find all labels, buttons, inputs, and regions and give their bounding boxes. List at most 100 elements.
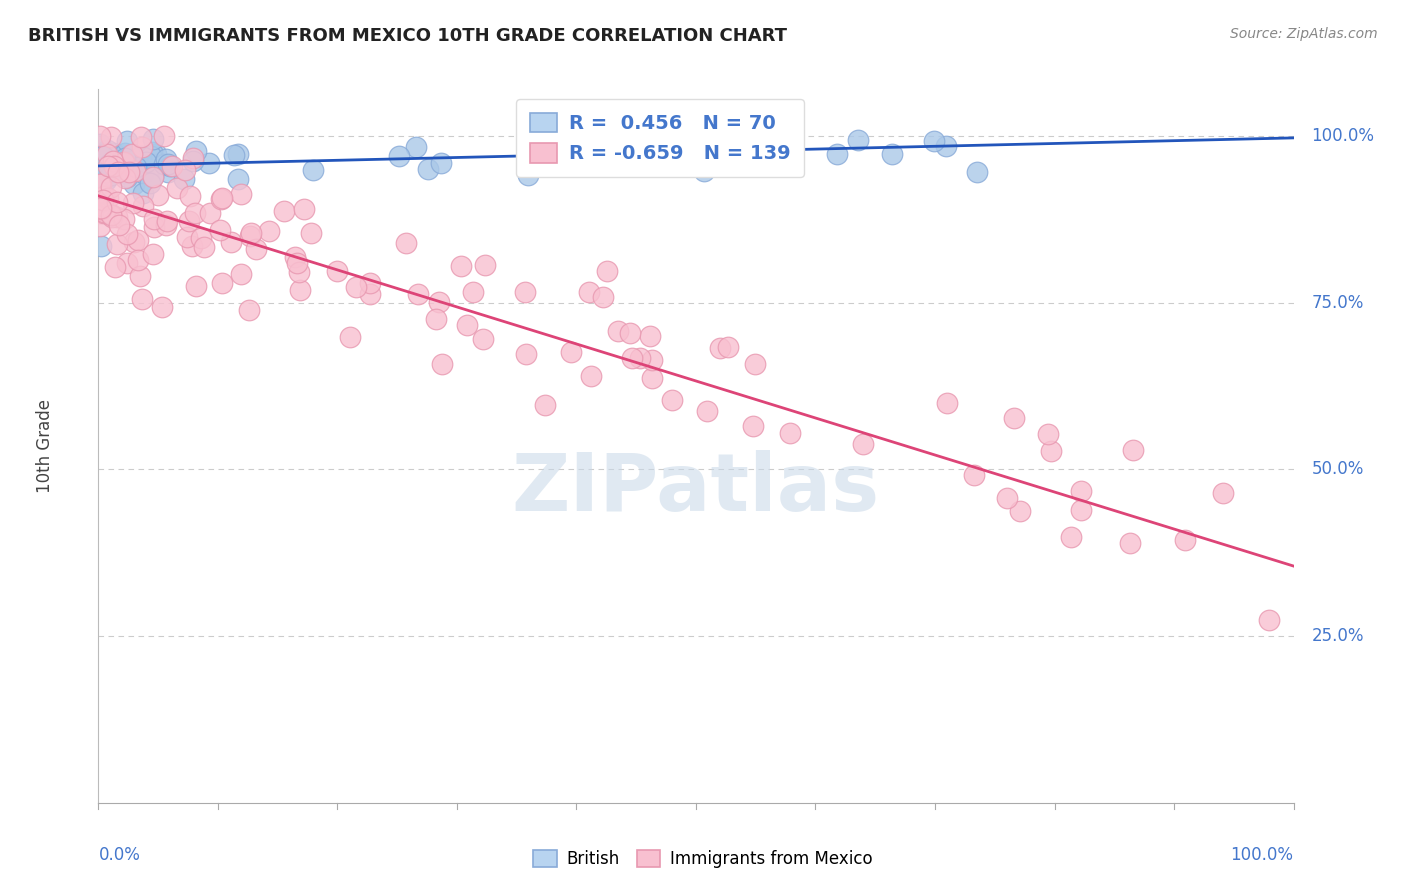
Point xyxy=(226,171,249,186)
Point xyxy=(101,211,124,225)
Point xyxy=(145,147,167,161)
Point xyxy=(661,393,683,408)
Point xyxy=(560,345,582,359)
Point xyxy=(1258,614,1281,628)
Point xyxy=(89,136,111,151)
Point xyxy=(239,226,262,240)
Point xyxy=(179,189,201,203)
Point xyxy=(592,290,614,304)
Point xyxy=(148,188,170,202)
Point xyxy=(193,240,215,254)
Point xyxy=(935,396,957,410)
Point xyxy=(93,205,115,219)
Point xyxy=(273,203,295,218)
Text: Source: ZipAtlas.com: Source: ZipAtlas.com xyxy=(1230,27,1378,41)
Point xyxy=(513,285,536,300)
Point xyxy=(100,207,122,221)
Point xyxy=(100,168,122,182)
Point xyxy=(534,398,557,412)
Point xyxy=(224,147,246,161)
Point xyxy=(142,169,165,183)
Point xyxy=(131,149,153,163)
Point xyxy=(628,351,651,366)
Point xyxy=(156,157,179,171)
Point xyxy=(287,265,309,279)
Point xyxy=(1070,502,1092,516)
Point xyxy=(288,283,311,297)
Point xyxy=(620,351,643,366)
Point xyxy=(770,145,793,160)
Point xyxy=(174,163,197,178)
Point xyxy=(219,235,242,249)
Point xyxy=(734,158,756,172)
Point xyxy=(153,128,176,143)
Point xyxy=(90,177,112,191)
Point xyxy=(90,202,112,217)
Point xyxy=(100,179,122,194)
Point xyxy=(96,147,118,161)
Point xyxy=(142,131,165,145)
Point xyxy=(155,218,177,232)
Point xyxy=(115,227,138,241)
Text: 25.0%: 25.0% xyxy=(1312,627,1364,645)
Point xyxy=(90,201,112,215)
Point xyxy=(239,228,262,243)
Point xyxy=(852,436,875,450)
Point xyxy=(122,177,145,191)
Point xyxy=(91,199,114,213)
Point xyxy=(145,157,167,171)
Point xyxy=(139,177,162,191)
Point xyxy=(93,205,115,219)
Point xyxy=(693,164,716,178)
Point xyxy=(143,219,166,234)
Point xyxy=(641,371,664,385)
Point xyxy=(97,157,120,171)
Point xyxy=(560,128,582,143)
Point xyxy=(517,168,540,182)
Point xyxy=(91,193,114,207)
Point xyxy=(115,256,138,270)
Point xyxy=(124,164,146,178)
Point xyxy=(779,425,801,440)
Point xyxy=(132,166,155,180)
Text: 100.0%: 100.0% xyxy=(1230,846,1294,863)
Point xyxy=(181,151,204,165)
Point xyxy=(1060,530,1083,544)
Point xyxy=(105,195,128,210)
Point xyxy=(430,357,453,371)
Point xyxy=(578,285,600,299)
Point xyxy=(184,206,207,220)
Point xyxy=(607,324,630,338)
Point xyxy=(299,226,322,240)
Point xyxy=(89,148,111,162)
Point xyxy=(153,157,176,171)
Point xyxy=(103,159,125,173)
Point xyxy=(96,143,118,157)
Point xyxy=(709,341,731,355)
Point xyxy=(825,147,848,161)
Point xyxy=(156,165,179,179)
Point xyxy=(132,199,155,213)
Point xyxy=(125,160,148,174)
Point xyxy=(359,276,381,290)
Point xyxy=(579,368,602,383)
Point xyxy=(129,130,152,145)
Point xyxy=(696,404,718,418)
Point xyxy=(1070,483,1092,498)
Point xyxy=(132,158,155,172)
Point xyxy=(664,145,686,160)
Point xyxy=(166,180,188,194)
Point xyxy=(129,268,152,283)
Point xyxy=(388,149,411,163)
Point xyxy=(104,164,127,178)
Point xyxy=(159,159,181,173)
Point xyxy=(744,357,766,371)
Point xyxy=(118,165,141,179)
Point xyxy=(257,224,280,238)
Point xyxy=(181,154,204,169)
Point xyxy=(132,186,155,200)
Point xyxy=(229,186,252,201)
Point xyxy=(846,133,869,147)
Point xyxy=(142,247,165,261)
Point xyxy=(209,192,232,206)
